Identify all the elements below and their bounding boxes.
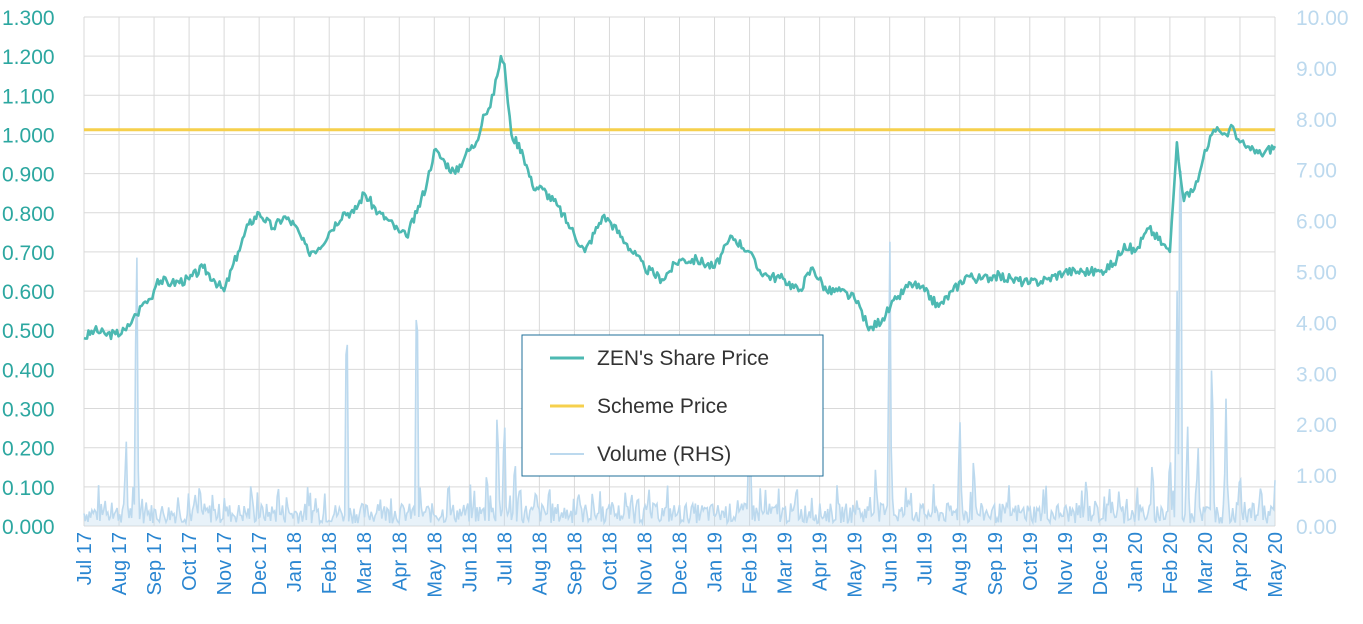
- x-tick-label: Oct 19: [1020, 532, 1042, 591]
- legend-label-volume: Volume (RHS): [597, 443, 731, 466]
- x-tick-label: Aug 18: [529, 532, 551, 595]
- y-left-tick-label: 1.300: [2, 7, 55, 30]
- y-right-tick-label: 2.00: [1296, 414, 1337, 437]
- y-left-tick-label: 1.100: [2, 85, 55, 108]
- x-tick-label: Aug 17: [109, 532, 131, 595]
- y-left-tick-label: 0.700: [2, 242, 55, 265]
- x-tick-label: Sep 18: [564, 532, 586, 595]
- left-y-axis: 0.000 0.100 0.200 0.300 0.400 0.500 0.600 0.700…: [2, 7, 55, 539]
- legend-label-scheme: Scheme Price: [597, 395, 728, 418]
- x-tick-label: Dec 19: [1090, 532, 1112, 595]
- y-right-tick-label: 0.00: [1296, 516, 1337, 539]
- right-y-axis: 0.00 1.00 2.00 3.00 4.00 5.00 6.00 7.00 8.00 9.00…: [1296, 7, 1349, 539]
- y-left-tick-label: 0.600: [2, 281, 55, 304]
- legend-label-price: ZEN's Share Price: [597, 347, 769, 370]
- y-left-tick-label: 0.500: [2, 320, 55, 343]
- y-right-tick-label: 3.00: [1296, 363, 1337, 386]
- x-tick-label: Oct 18: [599, 532, 621, 591]
- y-right-tick-label: 9.00: [1296, 58, 1337, 81]
- x-tick-label: Nov 19: [1055, 532, 1077, 595]
- x-tick-label: Apr 18: [389, 532, 411, 591]
- y-left-tick-label: 0.900: [2, 164, 55, 187]
- x-axis: Jul 17 Aug 17 Sep 17 Oct 17 Nov 17 Dec 17 Jan …: [74, 532, 1287, 598]
- x-tick-label: Aug 19: [950, 532, 972, 595]
- x-tick-label: Nov 18: [634, 532, 656, 595]
- x-tick-label: Jan 19: [705, 532, 727, 592]
- x-tick-label: Sep 19: [985, 532, 1007, 595]
- x-tick-label: Jul 19: [915, 532, 937, 585]
- x-tick-label: Jan 18: [284, 532, 306, 592]
- x-tick-label: Mar 18: [354, 532, 376, 594]
- gridlines: [83, 16, 1276, 527]
- x-tick-label: Jun 19: [880, 532, 902, 592]
- x-tick-label: Feb 20: [1160, 532, 1182, 594]
- y-left-tick-label: 0.800: [2, 203, 55, 226]
- y-right-tick-label: 6.00: [1296, 211, 1337, 234]
- y-right-tick-label: 10.00: [1296, 7, 1349, 30]
- x-tick-label: Sep 17: [144, 532, 166, 595]
- x-tick-label: May 18: [424, 532, 446, 598]
- x-tick-label: Apr 19: [810, 532, 832, 591]
- x-tick-label: Jun 18: [459, 532, 481, 592]
- x-tick-label: Mar 20: [1195, 532, 1217, 594]
- x-tick-label: Jan 20: [1125, 532, 1147, 592]
- y-left-tick-label: 0.200: [2, 438, 55, 461]
- x-tick-label: May 20: [1265, 532, 1287, 598]
- volume-series: [83, 170, 1276, 527]
- x-tick-label: Mar 19: [775, 532, 797, 594]
- x-tick-label: Feb 18: [319, 532, 341, 594]
- y-right-tick-label: 7.00: [1296, 160, 1337, 183]
- volume-line: [83, 170, 1276, 527]
- y-left-tick-label: 1.200: [2, 46, 55, 69]
- y-right-tick-label: 5.00: [1296, 262, 1337, 285]
- share-price-line: [83, 54, 1277, 341]
- x-tick-label: Dec 17: [249, 532, 271, 595]
- x-tick-label: Dec 18: [670, 532, 692, 595]
- y-left-tick-label: 0.300: [2, 399, 55, 422]
- x-tick-label: Jul 18: [494, 532, 516, 585]
- x-tick-label: May 19: [845, 532, 867, 598]
- y-right-tick-label: 1.00: [1296, 465, 1337, 488]
- x-tick-label: Jul 17: [74, 532, 96, 585]
- x-tick-label: Oct 17: [179, 532, 201, 591]
- y-left-tick-label: 0.100: [2, 477, 55, 500]
- y-right-tick-label: 4.00: [1296, 312, 1337, 335]
- y-left-tick-label: 1.000: [2, 124, 55, 147]
- y-left-tick-label: 0.400: [2, 359, 55, 382]
- x-tick-label: Feb 19: [740, 532, 762, 594]
- y-right-tick-label: 8.00: [1296, 109, 1337, 132]
- x-tick-label: Nov 17: [214, 532, 236, 595]
- legend: ZEN's Share Price Scheme Price Volume (R…: [521, 334, 824, 477]
- y-left-tick-label: 0.000: [2, 516, 55, 539]
- x-tick-label: Apr 20: [1230, 532, 1252, 591]
